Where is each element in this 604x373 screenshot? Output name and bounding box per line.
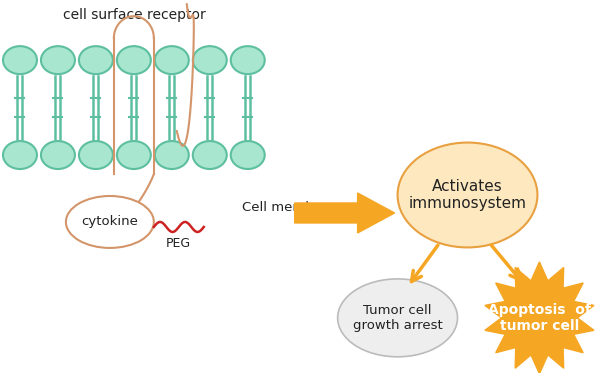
Text: cytokine: cytokine [82, 216, 138, 228]
Ellipse shape [193, 46, 226, 74]
Text: cell surface receptor: cell surface receptor [63, 8, 206, 22]
Ellipse shape [397, 142, 538, 247]
Ellipse shape [338, 279, 457, 357]
Ellipse shape [41, 46, 75, 74]
Polygon shape [485, 262, 594, 373]
Ellipse shape [66, 196, 154, 248]
Ellipse shape [231, 141, 265, 169]
Ellipse shape [3, 46, 37, 74]
Ellipse shape [117, 141, 151, 169]
Text: Activates
immunosystem: Activates immunosystem [408, 179, 527, 211]
Text: Cell membrane: Cell membrane [242, 201, 344, 214]
Ellipse shape [193, 141, 226, 169]
Ellipse shape [155, 141, 189, 169]
Ellipse shape [79, 141, 113, 169]
Text: Apoptosis  of
tumor cell: Apoptosis of tumor cell [488, 303, 591, 333]
Ellipse shape [117, 46, 151, 74]
Text: Tumor cell
growth arrest: Tumor cell growth arrest [353, 304, 443, 332]
Text: PEG: PEG [166, 237, 191, 250]
Polygon shape [295, 193, 394, 233]
Ellipse shape [79, 46, 113, 74]
Ellipse shape [155, 46, 189, 74]
Ellipse shape [41, 141, 75, 169]
Ellipse shape [231, 46, 265, 74]
Ellipse shape [3, 141, 37, 169]
